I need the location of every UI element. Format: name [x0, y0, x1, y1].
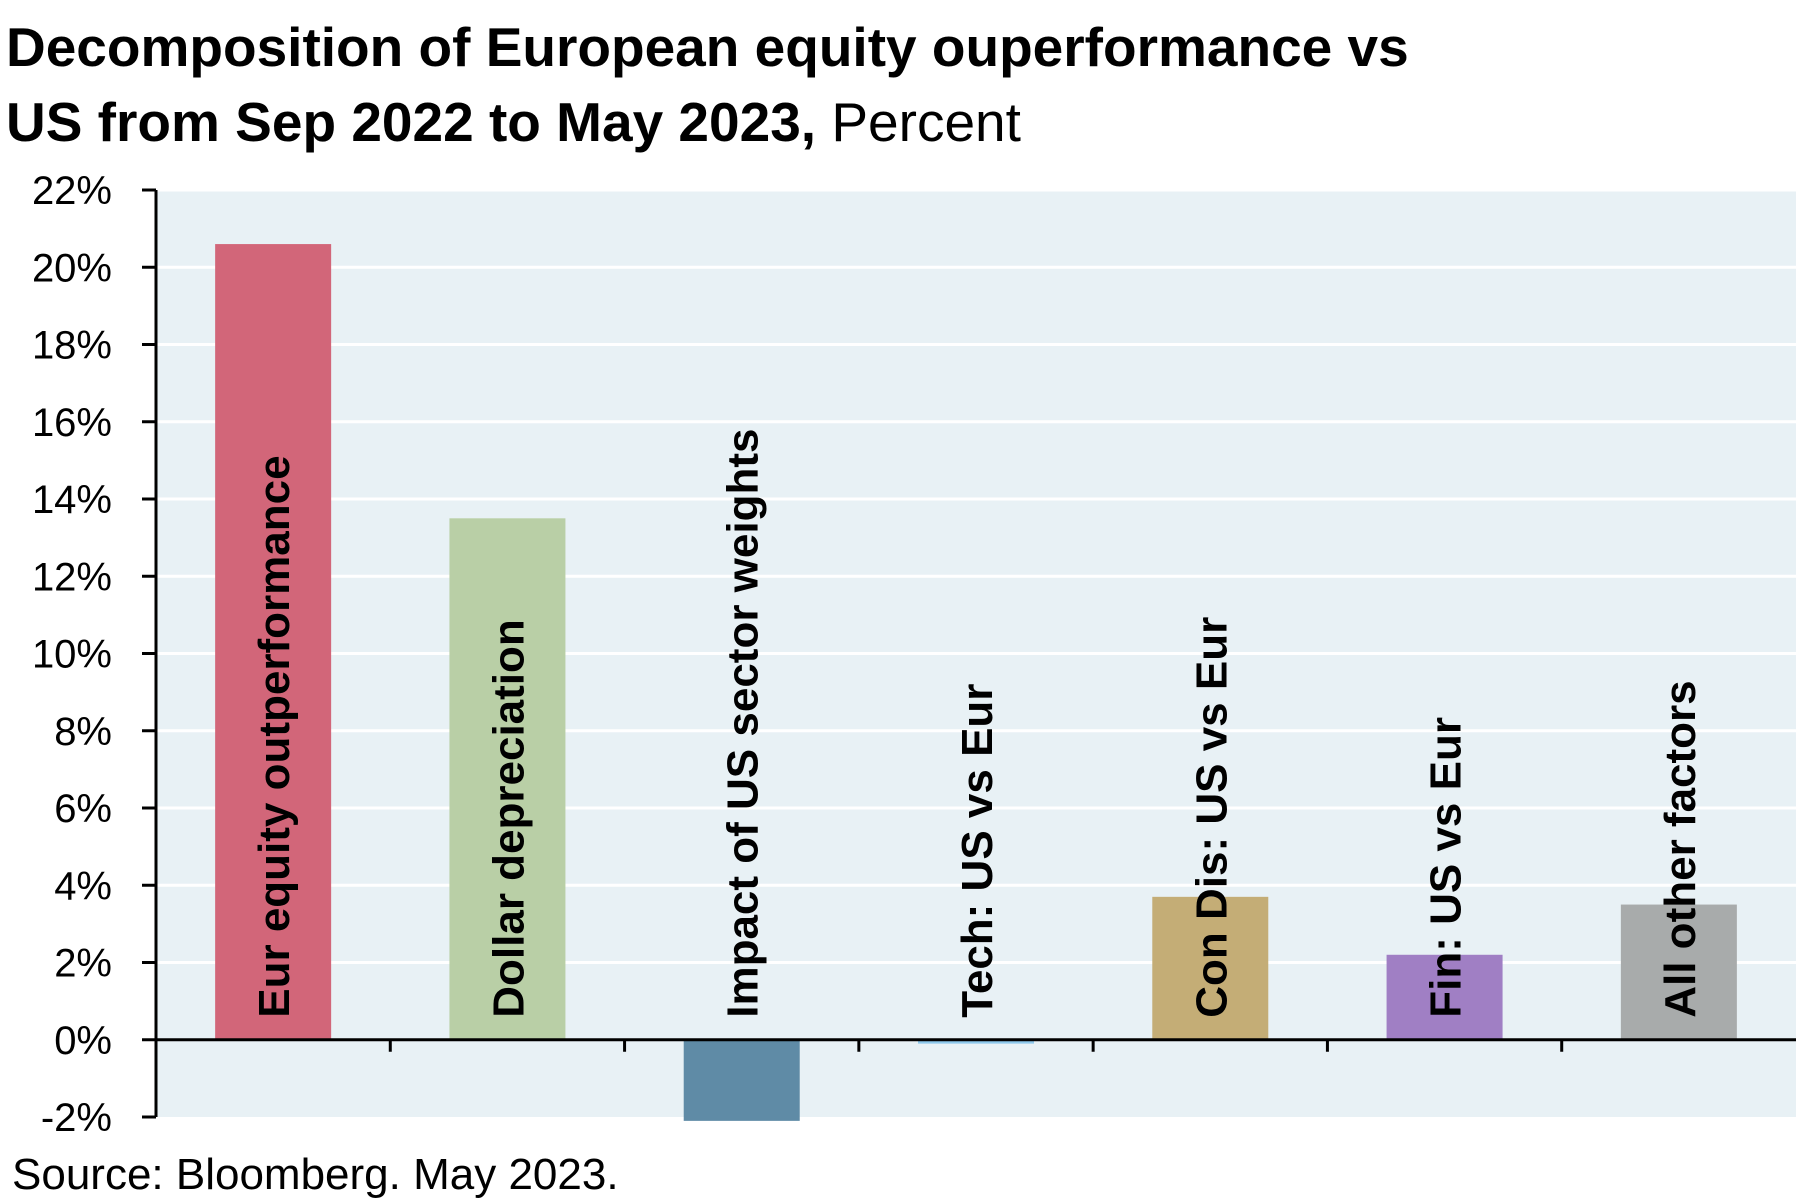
bar	[215, 244, 332, 1040]
y-tick-label: 4%	[54, 864, 112, 908]
y-tick-label: 8%	[54, 710, 112, 754]
y-tick-label: 6%	[54, 787, 112, 831]
y-tick-label: 16%	[32, 401, 112, 445]
bar-label: Con Dis: US vs Eur	[1187, 617, 1236, 1018]
bar-label: All other factors	[1656, 680, 1705, 1017]
bar	[449, 518, 566, 1040]
y-tick-label: 18%	[32, 324, 112, 368]
bar-label: Impact of US sector weights	[719, 429, 768, 1018]
bar-label: Fin: US vs Eur	[1422, 717, 1471, 1018]
bar-label: Tech: US vs Eur	[953, 684, 1002, 1018]
bar	[1620, 904, 1737, 1040]
y-tick-label: -2%	[41, 1096, 112, 1140]
y-tick-label: 14%	[32, 478, 112, 522]
chart-title: Decomposition of European equity ouperfo…	[6, 10, 1786, 160]
y-tick-label: 10%	[32, 633, 112, 677]
bar-label: Eur equity outperformance	[250, 455, 299, 1017]
y-tick-label: 12%	[32, 555, 112, 599]
y-tick-label: 20%	[32, 246, 112, 290]
bar-label: Dollar depreciation	[484, 619, 533, 1018]
y-tick-label: 2%	[54, 942, 112, 986]
chart-title-line-2: US from Sep 2022 to May 2023, Percent	[6, 85, 1786, 160]
unit-label: Percent	[831, 91, 1021, 153]
bar	[683, 1039, 800, 1121]
bar	[1386, 954, 1503, 1040]
bar	[1152, 896, 1269, 1040]
chart-title-line-1: Decomposition of European equity ouperfo…	[6, 16, 1409, 78]
chart-title-text: US from Sep 2022 to May 2023,	[6, 91, 817, 153]
y-tick-label: 0%	[54, 1019, 112, 1063]
bar	[918, 1039, 1034, 1044]
source-note: Source: Bloomberg. May 2023.	[12, 1150, 619, 1199]
y-tick-label: 22%	[32, 169, 112, 213]
